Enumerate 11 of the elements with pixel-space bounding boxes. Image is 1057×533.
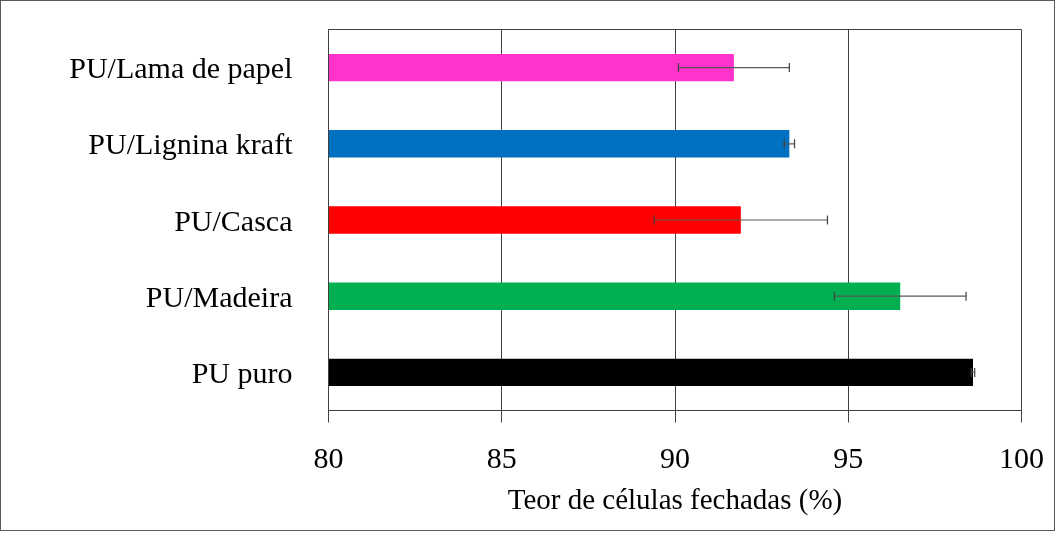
x-axis-title: Teor de células fechadas (%) — [507, 482, 843, 516]
y-tick-label: PU/Casca — [174, 203, 293, 237]
x-tick-label: 95 — [833, 440, 864, 474]
x-tick-label: 100 — [999, 440, 1044, 474]
x-tick-label: 85 — [486, 440, 517, 474]
y-tick-label: PU/Lama de papel — [69, 51, 293, 85]
y-tick-label: PU/Lignina kraft — [88, 127, 294, 161]
x-tick-label: 90 — [660, 440, 690, 474]
x-tick-label: 80 — [313, 440, 344, 474]
y-tick-label: PU puro — [191, 355, 293, 389]
y-tick-label: PU/Madeira — [145, 279, 293, 313]
